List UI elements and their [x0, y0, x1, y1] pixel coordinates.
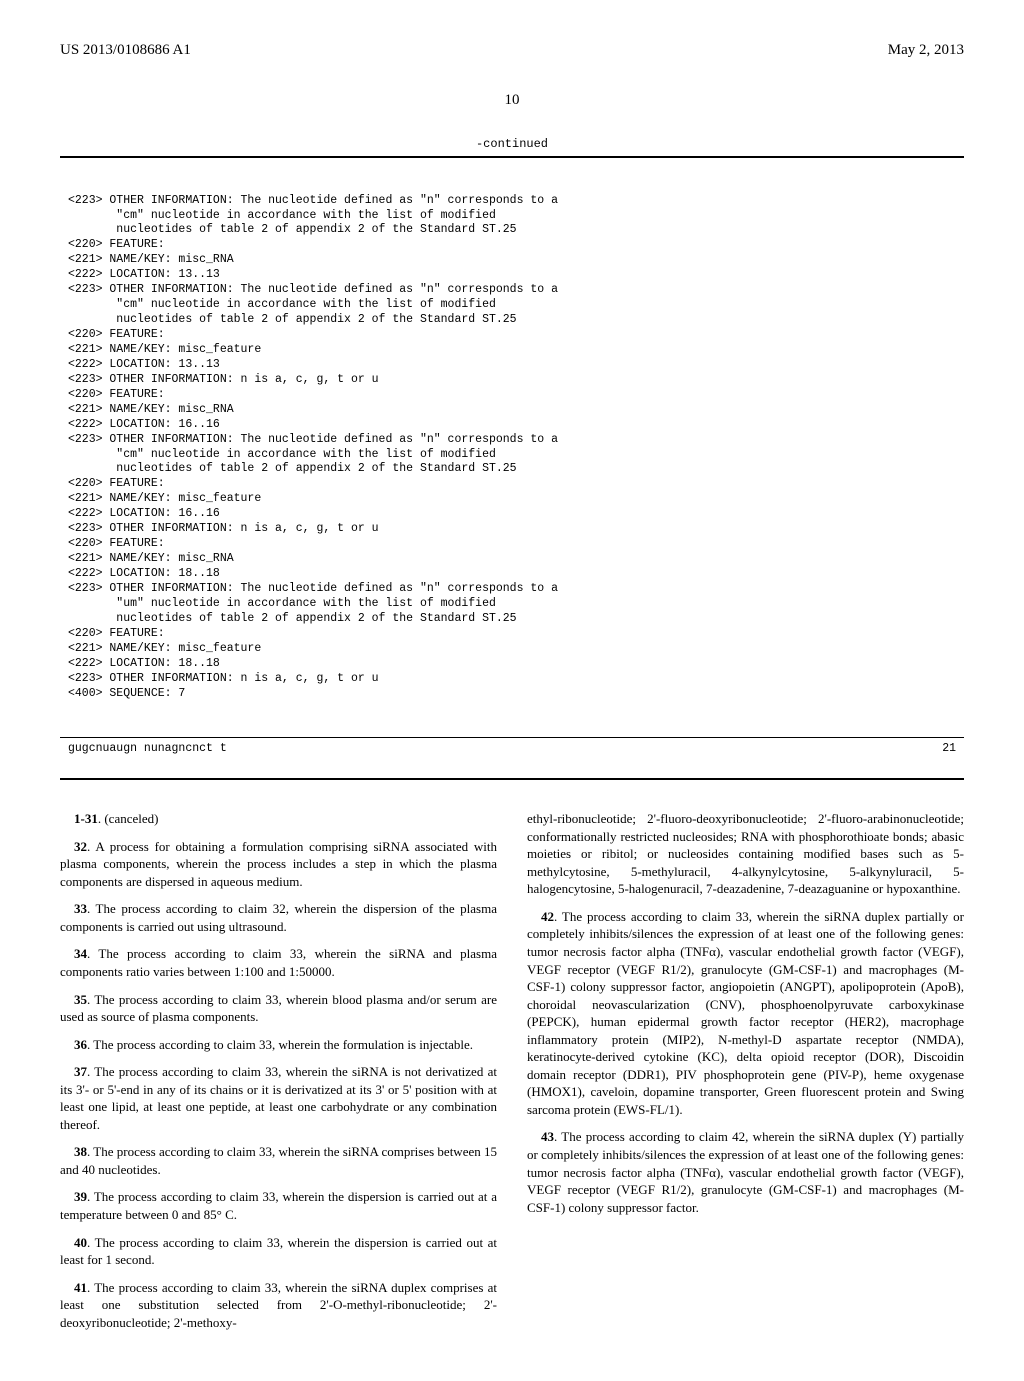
- claim-text: . The process according to claim 33, whe…: [60, 1280, 497, 1330]
- sequence-line: <221> NAME/KEY: misc_RNA: [60, 403, 964, 418]
- sequence-line: nucleotides of table 2 of appendix 2 of …: [60, 462, 964, 477]
- sequence-line: <220> FEATURE:: [60, 328, 964, 343]
- claim: 35. The process according to claim 33, w…: [60, 991, 497, 1026]
- continued-label: -continued: [60, 136, 964, 152]
- sequence-line: <221> NAME/KEY: misc_feature: [60, 343, 964, 358]
- sequence-line: nucleotides of table 2 of appendix 2 of …: [60, 313, 964, 328]
- sequence-footer: gugcnuaugn nunagncnct t 21: [60, 737, 964, 757]
- pub-date: May 2, 2013: [888, 40, 964, 60]
- sequence-line: <221> NAME/KEY: misc_RNA: [60, 253, 964, 268]
- sequence-line: <222> LOCATION: 13..13: [60, 268, 964, 283]
- sequence-line: <220> FEATURE:: [60, 627, 964, 642]
- sequence-line: nucleotides of table 2 of appendix 2 of …: [60, 223, 964, 238]
- sequence-line: <222> LOCATION: 16..16: [60, 418, 964, 433]
- claim: ethyl-ribonucleotide; 2'-fluoro-deoxyrib…: [527, 810, 964, 898]
- claim-text: ethyl-ribonucleotide; 2'-fluoro-deoxyrib…: [527, 811, 964, 896]
- claim-text: . The process according to claim 33, whe…: [60, 1189, 497, 1222]
- sequence-line: <221> NAME/KEY: misc_RNA: [60, 552, 964, 567]
- claim-number: 38: [74, 1144, 87, 1159]
- pub-number: US 2013/0108686 A1: [60, 40, 191, 60]
- claim-text: . (canceled): [98, 811, 159, 826]
- claim-number: 36: [74, 1037, 87, 1052]
- sequence-line: <223> OTHER INFORMATION: The nucleotide …: [60, 433, 964, 448]
- claim: 33. The process according to claim 32, w…: [60, 900, 497, 935]
- claim-text: . The process according to claim 33, whe…: [87, 1037, 473, 1052]
- claim: 41. The process according to claim 33, w…: [60, 1279, 497, 1332]
- sequence-line: <223> OTHER INFORMATION: n is a, c, g, t…: [60, 522, 964, 537]
- sequence-line: <223> OTHER INFORMATION: The nucleotide …: [60, 194, 964, 209]
- sequence-line: "um" nucleotide in accordance with the l…: [60, 597, 964, 612]
- claim: 34. The process according to claim 33, w…: [60, 945, 497, 980]
- sequence-line: <220> FEATURE:: [60, 238, 964, 253]
- claim-text: . The process according to claim 33, whe…: [60, 1064, 497, 1132]
- claim: 36. The process according to claim 33, w…: [60, 1036, 497, 1054]
- sequence-line: <223> OTHER INFORMATION: n is a, c, g, t…: [60, 373, 964, 388]
- sequence-line: "cm" nucleotide in accordance with the l…: [60, 209, 964, 224]
- sequence-line: <220> FEATURE:: [60, 537, 964, 552]
- sequence-line: <222> LOCATION: 16..16: [60, 507, 964, 522]
- sequence-line: <223> OTHER INFORMATION: The nucleotide …: [60, 582, 964, 597]
- claim-number: 41: [74, 1280, 87, 1295]
- claim-text: . The process according to claim 33, whe…: [60, 1144, 497, 1177]
- sequence-line: "cm" nucleotide in accordance with the l…: [60, 298, 964, 313]
- sequence-line: <220> FEATURE:: [60, 388, 964, 403]
- claim-text: . The process according to claim 33, whe…: [60, 946, 497, 979]
- claim: 40. The process according to claim 33, w…: [60, 1234, 497, 1269]
- claim-number: 37: [74, 1064, 87, 1079]
- sequence-length: 21: [942, 742, 956, 757]
- sequence-line: "cm" nucleotide in accordance with the l…: [60, 448, 964, 463]
- claim-text: . The process according to claim 42, whe…: [527, 1129, 964, 1214]
- claim: 39. The process according to claim 33, w…: [60, 1188, 497, 1223]
- page-number: 10: [60, 90, 964, 110]
- sequence-text: gugcnuaugn nunagncnct t: [68, 742, 227, 757]
- claim-number: 1-31: [74, 811, 98, 826]
- claim-number: 32: [74, 839, 87, 854]
- sequence-line: <223> OTHER INFORMATION: The nucleotide …: [60, 283, 964, 298]
- claim-number: 35: [74, 992, 87, 1007]
- claims-section: 1-31. (canceled) 32. A process for obtain…: [60, 810, 964, 1341]
- sequence-line: <223> OTHER INFORMATION: n is a, c, g, t…: [60, 672, 964, 687]
- claim: 1-31. (canceled): [60, 810, 497, 828]
- sequence-line: <222> LOCATION: 13..13: [60, 358, 964, 373]
- claim-number: 40: [74, 1235, 87, 1250]
- claim-number: 39: [74, 1189, 87, 1204]
- sequence-lines: <223> OTHER INFORMATION: The nucleotide …: [60, 194, 964, 702]
- page-header: US 2013/0108686 A1 May 2, 2013: [60, 40, 964, 60]
- claim-text: . The process according to claim 33, whe…: [60, 1235, 497, 1268]
- claim-text: . A process for obtaining a formulation …: [60, 839, 497, 889]
- claim: 43. The process according to claim 42, w…: [527, 1128, 964, 1216]
- sequence-line: <221> NAME/KEY: misc_feature: [60, 642, 964, 657]
- sequence-line: <222> LOCATION: 18..18: [60, 657, 964, 672]
- sequence-line: <220> FEATURE:: [60, 477, 964, 492]
- claim-number: 34: [74, 946, 87, 961]
- claim: 32. A process for obtaining a formulatio…: [60, 838, 497, 891]
- claims-column-left: 1-31. (canceled) 32. A process for obtain…: [60, 810, 497, 1341]
- sequence-line: <221> NAME/KEY: misc_feature: [60, 492, 964, 507]
- claim-text: . The process according to claim 32, whe…: [60, 901, 497, 934]
- claim-text: . The process according to claim 33, whe…: [527, 909, 964, 1117]
- claims-column-right: ethyl-ribonucleotide; 2'-fluoro-deoxyrib…: [527, 810, 964, 1341]
- claim-text: . The process according to claim 33, whe…: [60, 992, 497, 1025]
- claim: 37. The process according to claim 33, w…: [60, 1063, 497, 1133]
- claim: 38. The process according to claim 33, w…: [60, 1143, 497, 1178]
- sequence-line: <400> SEQUENCE: 7: [60, 687, 964, 702]
- claim-number: 43: [541, 1129, 554, 1144]
- claim-number: 42: [541, 909, 554, 924]
- claim-number: 33: [74, 901, 87, 916]
- claim: 42. The process according to claim 33, w…: [527, 908, 964, 1119]
- sequence-line: nucleotides of table 2 of appendix 2 of …: [60, 612, 964, 627]
- sequence-listing: <223> OTHER INFORMATION: The nucleotide …: [60, 156, 964, 781]
- sequence-line: <222> LOCATION: 18..18: [60, 567, 964, 582]
